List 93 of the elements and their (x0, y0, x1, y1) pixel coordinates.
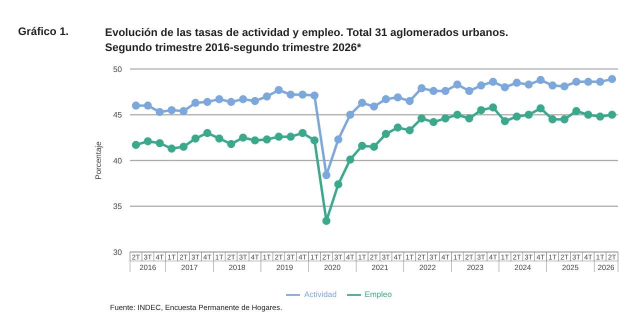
point (488, 78, 498, 86)
legend-label: Actividad (304, 290, 337, 300)
point (548, 115, 557, 124)
point (144, 137, 152, 146)
point (370, 102, 378, 111)
point (180, 142, 188, 151)
point (406, 126, 414, 134)
point (477, 81, 486, 90)
point (298, 129, 307, 138)
point (608, 110, 616, 119)
text: Gráfico 1. (18, 26, 69, 38)
point (477, 106, 486, 114)
point (298, 90, 307, 99)
point (203, 129, 212, 138)
chart-title: Evolución de las tasas de actividad y empleo. Total 31 aglomerados urbanos. (105, 26, 508, 41)
point (262, 92, 271, 100)
point (215, 95, 224, 104)
point (358, 98, 366, 107)
point (429, 86, 438, 96)
point (394, 124, 402, 132)
point (500, 83, 509, 92)
point (274, 132, 283, 141)
point (346, 156, 354, 164)
point (453, 80, 462, 89)
point (429, 118, 438, 126)
point (310, 91, 319, 100)
point (215, 134, 224, 143)
point (536, 104, 545, 112)
point (524, 80, 533, 89)
y-tick-label: 35 (113, 202, 123, 212)
point (168, 106, 176, 114)
point (441, 86, 450, 96)
point (370, 142, 378, 151)
point (191, 134, 200, 143)
point (250, 136, 260, 144)
point (358, 142, 366, 150)
point (346, 110, 354, 119)
y-tick-label: 50 (113, 64, 123, 74)
point (608, 75, 616, 84)
point (418, 84, 426, 92)
point (168, 144, 176, 153)
point (274, 86, 283, 94)
point (584, 78, 592, 86)
point (144, 102, 152, 110)
point (310, 136, 319, 144)
point (394, 93, 402, 102)
point (441, 114, 450, 122)
point (156, 139, 164, 148)
point (322, 216, 330, 225)
point (239, 134, 248, 142)
point (286, 90, 295, 99)
point (453, 110, 462, 119)
point (560, 82, 568, 90)
point (239, 95, 248, 104)
point (382, 130, 390, 138)
point (382, 95, 390, 104)
point (191, 98, 200, 107)
point (334, 180, 342, 188)
point (596, 112, 604, 121)
point (286, 132, 295, 141)
point (132, 140, 140, 149)
point (406, 96, 414, 106)
point (536, 76, 545, 84)
point (524, 110, 533, 119)
point (180, 107, 188, 116)
point (512, 112, 521, 121)
point (203, 98, 212, 106)
point (560, 115, 568, 124)
y-axis-title: Porcentaje (94, 140, 103, 180)
point (548, 81, 557, 90)
point (418, 114, 426, 122)
point (584, 110, 592, 119)
point (465, 86, 474, 96)
point (132, 102, 140, 110)
point (572, 107, 580, 116)
point (512, 78, 521, 87)
point (227, 98, 236, 106)
point (322, 171, 330, 180)
point (488, 103, 498, 112)
y-tick-label: 45 (113, 110, 123, 120)
point (572, 78, 580, 86)
point (262, 135, 271, 144)
point (227, 140, 236, 148)
point (596, 78, 604, 86)
point (334, 135, 342, 144)
point (156, 108, 164, 116)
y-tick-label: 40 (113, 156, 123, 166)
point (250, 96, 260, 106)
chart-subtitle: Segundo trimestre 2016-segundo trimestre 2026* (105, 41, 362, 56)
legend-label: Empleo (364, 290, 392, 300)
point (500, 117, 509, 126)
point (465, 114, 474, 122)
y-tick-label: 30 (113, 248, 123, 257)
